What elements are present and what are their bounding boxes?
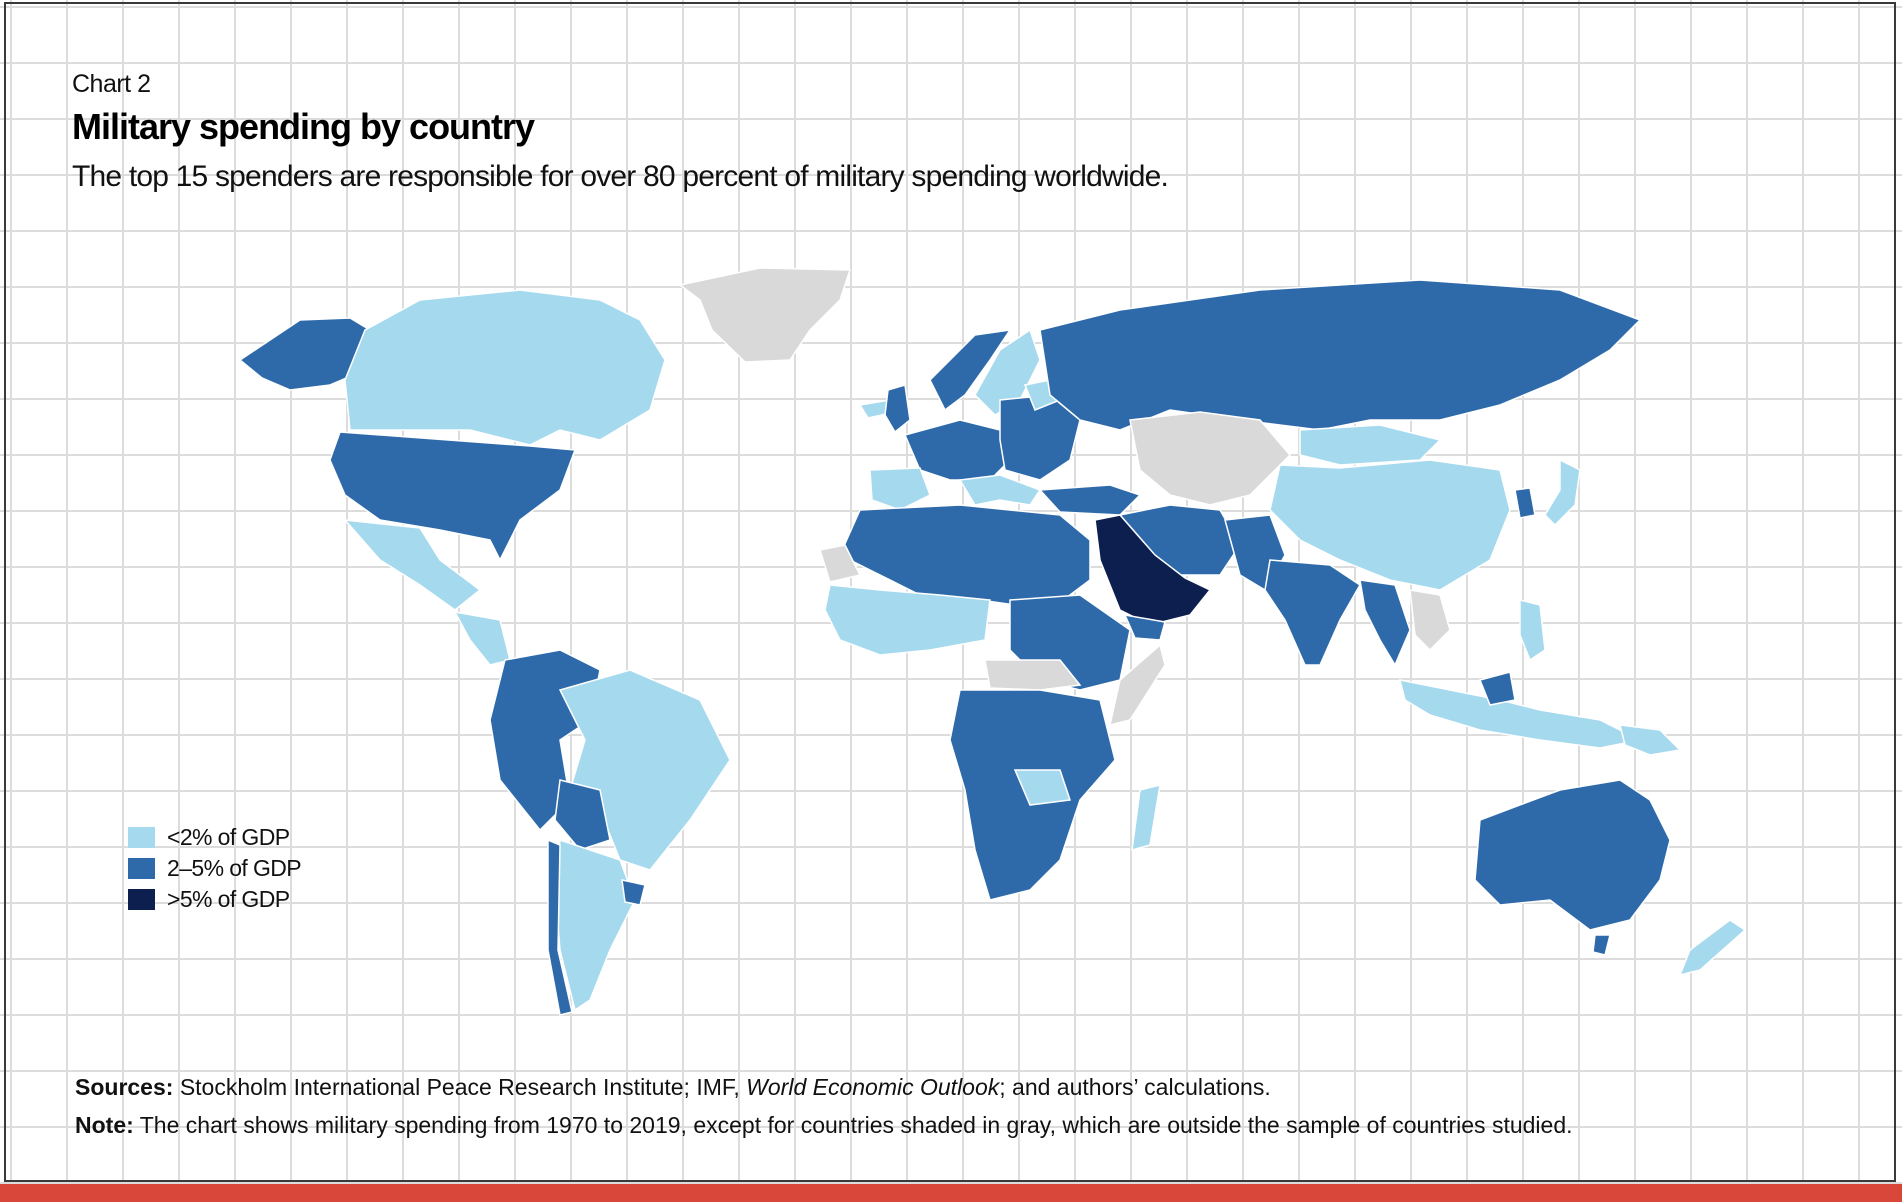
note-line: Note: The chart shows military spending …	[75, 1106, 1573, 1144]
chart-frame	[4, 2, 1896, 1182]
region-mexico	[343, 519, 482, 611]
region-western-sahara	[819, 544, 862, 583]
region-argentina	[554, 838, 636, 1012]
region-australia	[1474, 779, 1671, 931]
region-turkey	[1038, 484, 1142, 516]
world-map	[238, 267, 1747, 1016]
region-somalia	[1109, 643, 1166, 727]
region-indonesia	[1398, 679, 1643, 749]
sources-label: Sources:	[75, 1074, 174, 1100]
region-canada	[344, 289, 666, 446]
region-central-asia	[1129, 411, 1292, 506]
legend-label-mid: 2–5% of GDP	[167, 855, 302, 881]
map-legend: <2% of GDP 2–5% of GDP >5% of GDP	[128, 822, 302, 915]
region-japan	[1544, 458, 1581, 527]
bottom-accent-bar	[0, 1184, 1902, 1202]
region-brazil	[558, 669, 731, 871]
region-uruguay	[621, 879, 646, 906]
region-indochina	[1409, 589, 1451, 652]
legend-item-low: <2% of GDP	[128, 822, 301, 853]
region-central-africa-gray	[984, 659, 1082, 691]
region-madagascar	[1131, 783, 1161, 852]
region-korea	[1514, 487, 1536, 519]
region-bolivia	[554, 779, 611, 851]
sources-italic: World Economic Outlook	[746, 1074, 1000, 1100]
region-tasmania	[1592, 934, 1611, 956]
note-label: Note:	[75, 1112, 134, 1138]
region-china	[1269, 459, 1511, 591]
region-india	[1264, 559, 1361, 666]
region-myanmar-thailand	[1359, 579, 1411, 667]
region-zambia	[1013, 769, 1072, 806]
legend-swatch-high	[128, 889, 155, 910]
legend-swatch-mid	[128, 858, 155, 879]
region-uk	[884, 384, 911, 434]
sources-text-2: ; and authors’ calculations.	[999, 1074, 1271, 1100]
legend-item-high: >5% of GDP	[128, 884, 301, 915]
region-italy-balkans	[958, 474, 1042, 506]
legend-item-mid: 2–5% of GDP	[128, 853, 302, 884]
region-sweden-finland	[974, 328, 1041, 416]
legend-swatch-low	[128, 827, 155, 848]
note-text: The chart shows military spending from 1…	[133, 1112, 1573, 1138]
region-arabian-peninsula	[1094, 514, 1212, 626]
region-usa	[329, 431, 577, 562]
chart-subtitle: The top 15 spenders are responsible for …	[72, 160, 1169, 193]
region-mongolia	[1299, 424, 1442, 466]
chart-title: Military spending by country	[72, 106, 535, 147]
region-philippines	[1519, 599, 1546, 662]
region-iberia	[869, 467, 931, 511]
legend-label-low: <2% of GDP	[167, 824, 290, 850]
region-papua-new-guinea	[1619, 724, 1682, 756]
region-russia	[1039, 279, 1642, 431]
chart-number: Chart 2	[72, 70, 151, 98]
region-new-zealand	[1678, 919, 1747, 977]
region-central-america	[453, 610, 511, 666]
region-greenland	[678, 267, 852, 363]
region-borneo-mid	[1478, 671, 1516, 706]
region-chile	[547, 838, 573, 1016]
region-sahel	[824, 584, 991, 656]
region-yemen	[1123, 614, 1166, 641]
region-western-europe	[903, 419, 1011, 481]
chart-notes: Sources: Stockholm International Peace R…	[75, 1068, 1573, 1144]
sources-text-1: Stockholm International Peace Research I…	[173, 1074, 747, 1100]
sources-line: Sources: Stockholm International Peace R…	[75, 1068, 1573, 1106]
region-norway	[929, 329, 1012, 412]
legend-label-high: >5% of GDP	[167, 886, 290, 912]
